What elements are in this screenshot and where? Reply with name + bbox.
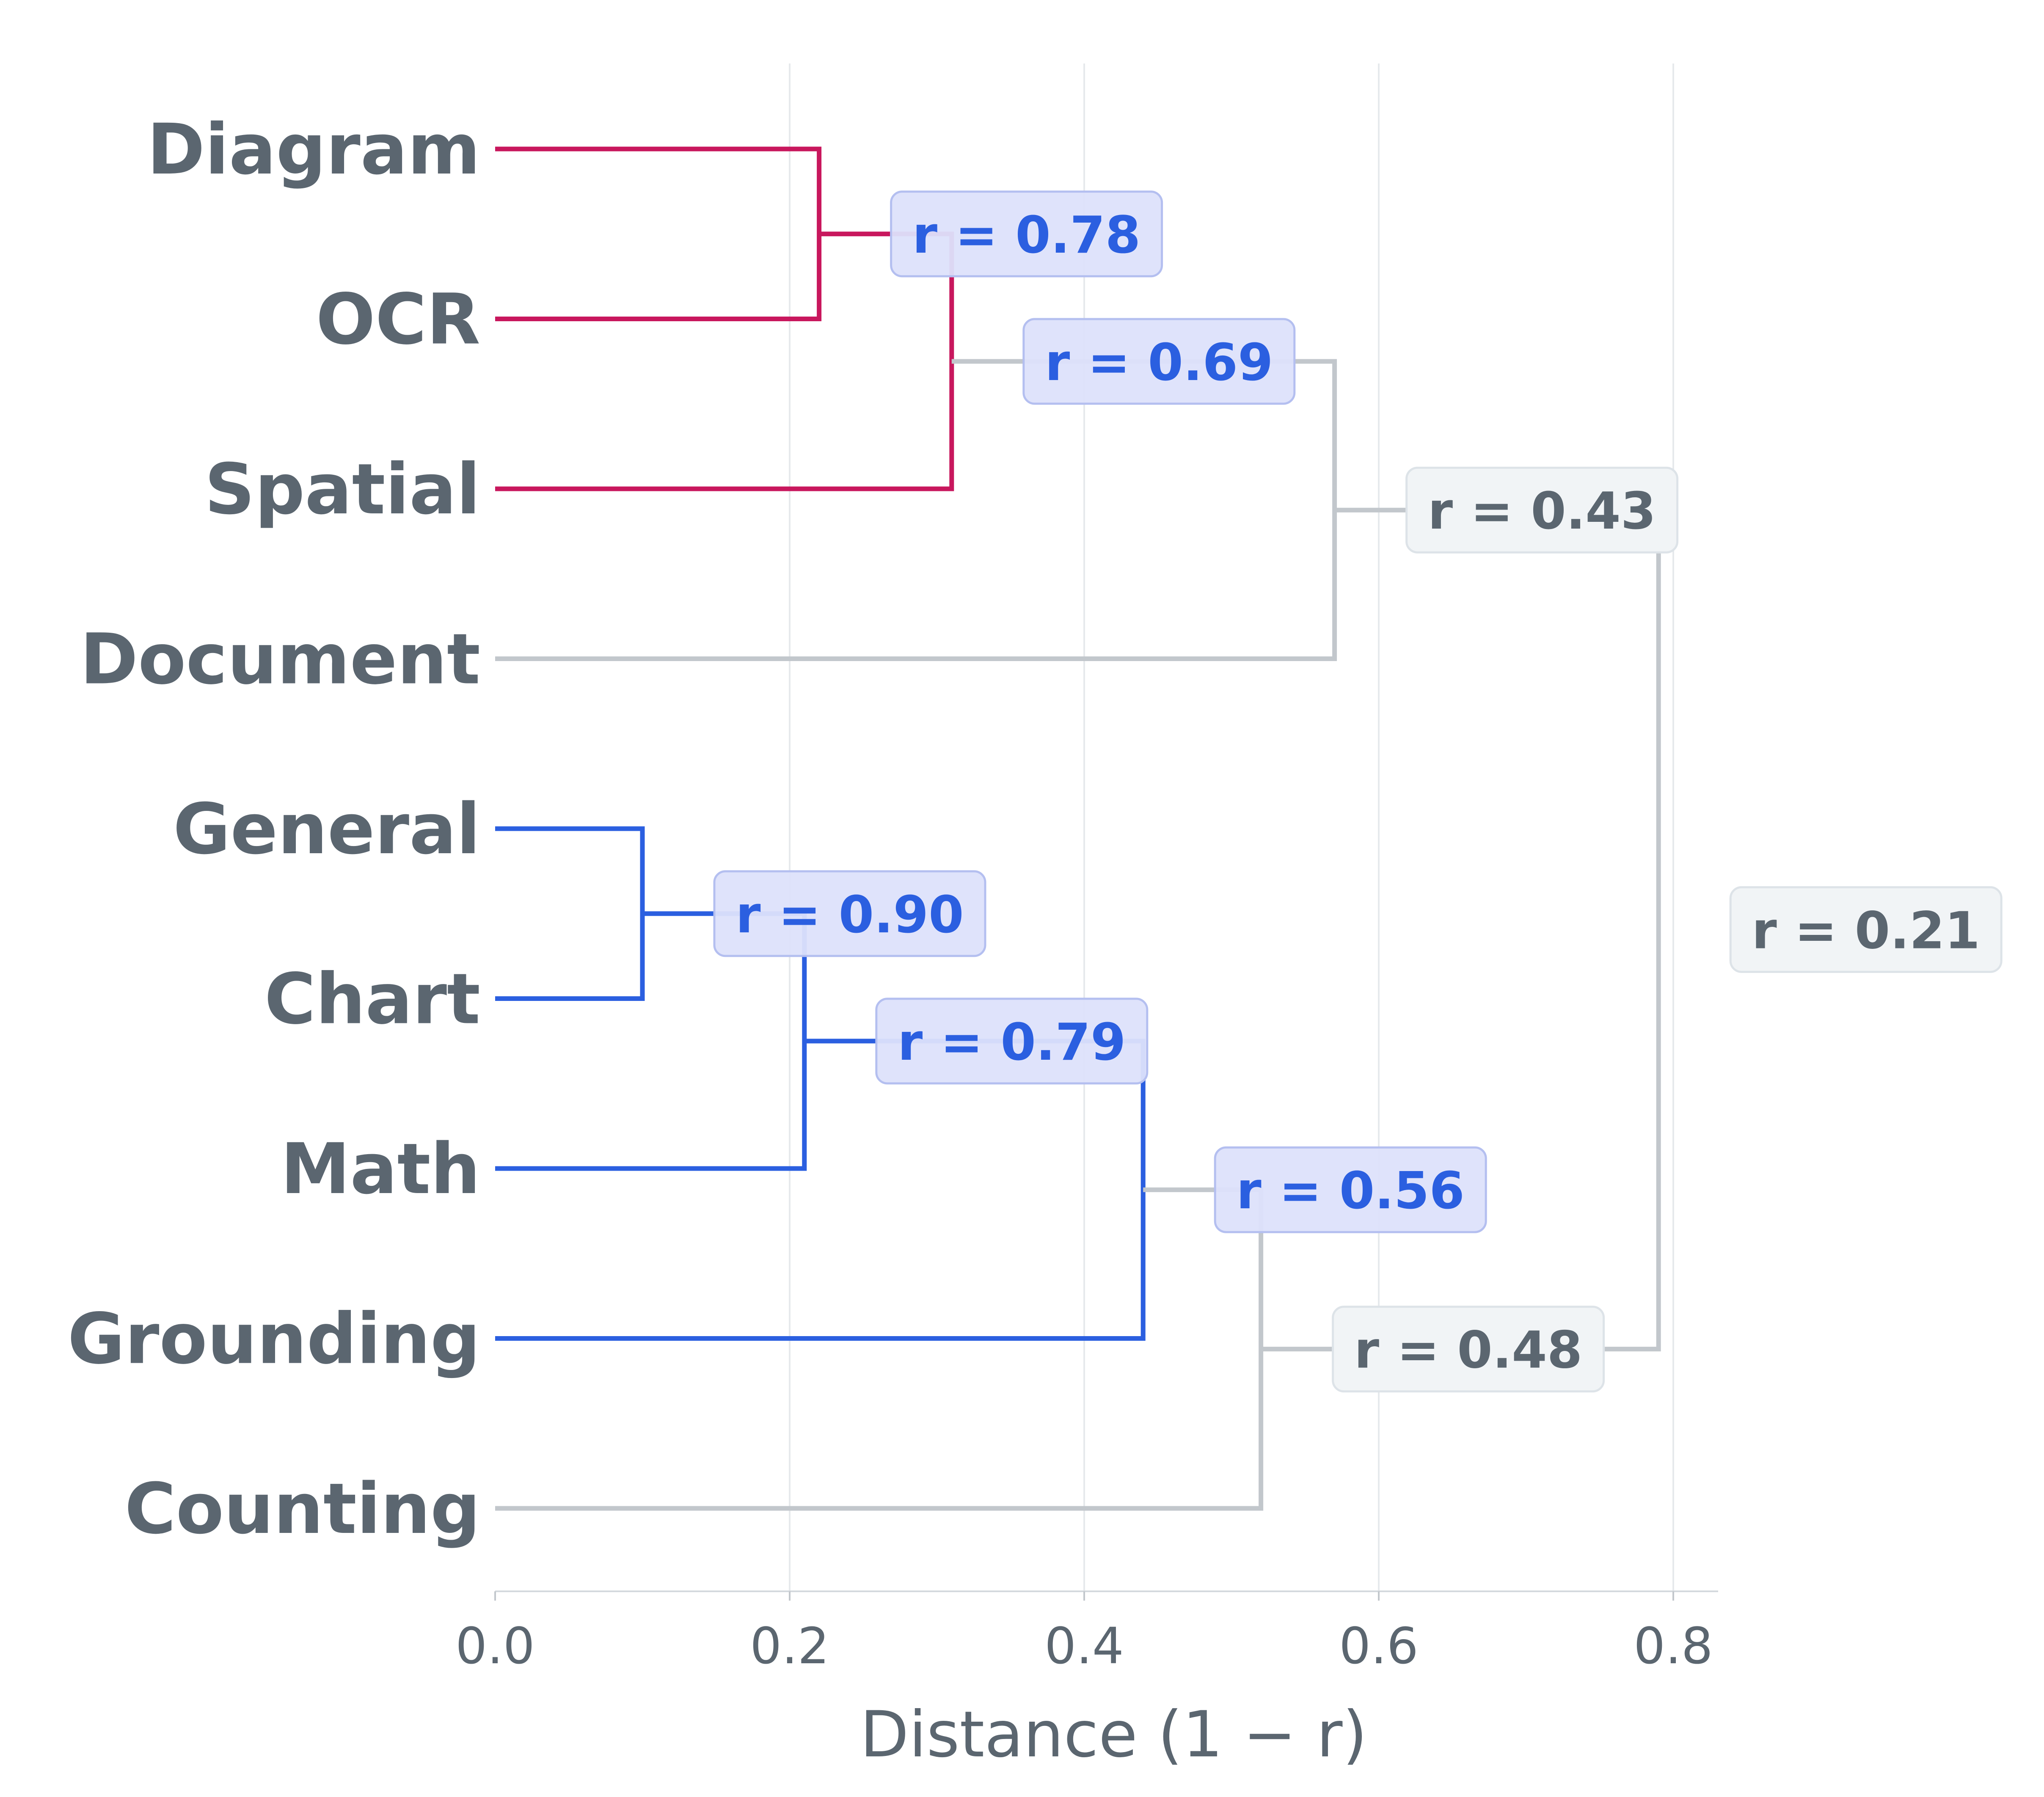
correlation-badge: r = 0.43 <box>1405 466 1679 554</box>
x-tick-label: 0.4 <box>1044 1617 1124 1675</box>
dendrogram-link <box>495 826 645 1001</box>
badge-label: r = 0.43 <box>1428 482 1656 541</box>
correlation-badge: r = 0.78 <box>890 190 1163 278</box>
leaf-label-counting: Counting <box>125 1468 480 1549</box>
correlation-badge: r = 0.79 <box>875 998 1149 1085</box>
leaf-labels: Diagram OCR Spatial Document General Chart Mat… <box>68 109 480 1549</box>
dendrogram-link <box>495 1039 1146 1341</box>
correlation-badge: r = 0.21 <box>1729 886 2003 973</box>
badge-background <box>890 190 1163 278</box>
badge-label: r = 0.78 <box>912 206 1140 265</box>
x-axis-title: Distance (1 − r) <box>860 1698 1367 1772</box>
leaf-label-diagram: Diagram <box>147 109 480 190</box>
leaf-label-ocr: OCR <box>316 279 480 360</box>
dendrogram-link <box>495 359 1337 661</box>
leaf-label-general: General <box>173 788 480 870</box>
leaf-label-chart: Chart <box>264 959 480 1040</box>
correlation-badge: r = 0.69 <box>1022 318 1296 405</box>
badge-background <box>1022 318 1296 405</box>
correlation-badge: r = 0.90 <box>713 870 986 957</box>
x-tick-label: 0.8 <box>1634 1617 1713 1675</box>
x-tick-label: 0.6 <box>1339 1617 1419 1675</box>
x-tick-label: 0.0 <box>455 1617 535 1675</box>
x-tick-labels: 0.0 0.2 0.4 0.6 0.8 <box>455 1591 1713 1675</box>
x-tick-label: 0.2 <box>750 1617 829 1675</box>
dendrogram-link <box>495 146 822 321</box>
badge-background <box>1729 886 2003 973</box>
correlation-badge: r = 0.56 <box>1214 1146 1487 1233</box>
badge-label: r = 0.56 <box>1237 1162 1465 1221</box>
correlation-badges: r = 0.78 r = 0.69 r = 0.43 r = 0.90 r = 0.79… <box>713 190 2003 1393</box>
badge-background <box>1214 1146 1487 1233</box>
dendrogram-link <box>495 232 954 491</box>
badge-label: r = 0.79 <box>898 1013 1126 1072</box>
leaf-label-spatial: Spatial <box>204 449 480 530</box>
correlation-badge: r = 0.48 <box>1332 1306 1605 1393</box>
badge-background <box>1332 1306 1605 1393</box>
leaf-label-grounding: Grounding <box>68 1298 480 1380</box>
badge-label: r = 0.90 <box>736 886 964 945</box>
leaf-label-math: Math <box>281 1128 480 1210</box>
dendrogram-link <box>495 1187 1264 1511</box>
badge-label: r = 0.69 <box>1045 333 1273 392</box>
badge-label: r = 0.48 <box>1354 1321 1582 1380</box>
badge-background <box>713 870 986 957</box>
badge-background <box>1405 466 1679 554</box>
badge-background <box>875 998 1149 1085</box>
leaf-label-document: Document <box>80 619 480 700</box>
badge-label: r = 0.21 <box>1752 901 1980 960</box>
